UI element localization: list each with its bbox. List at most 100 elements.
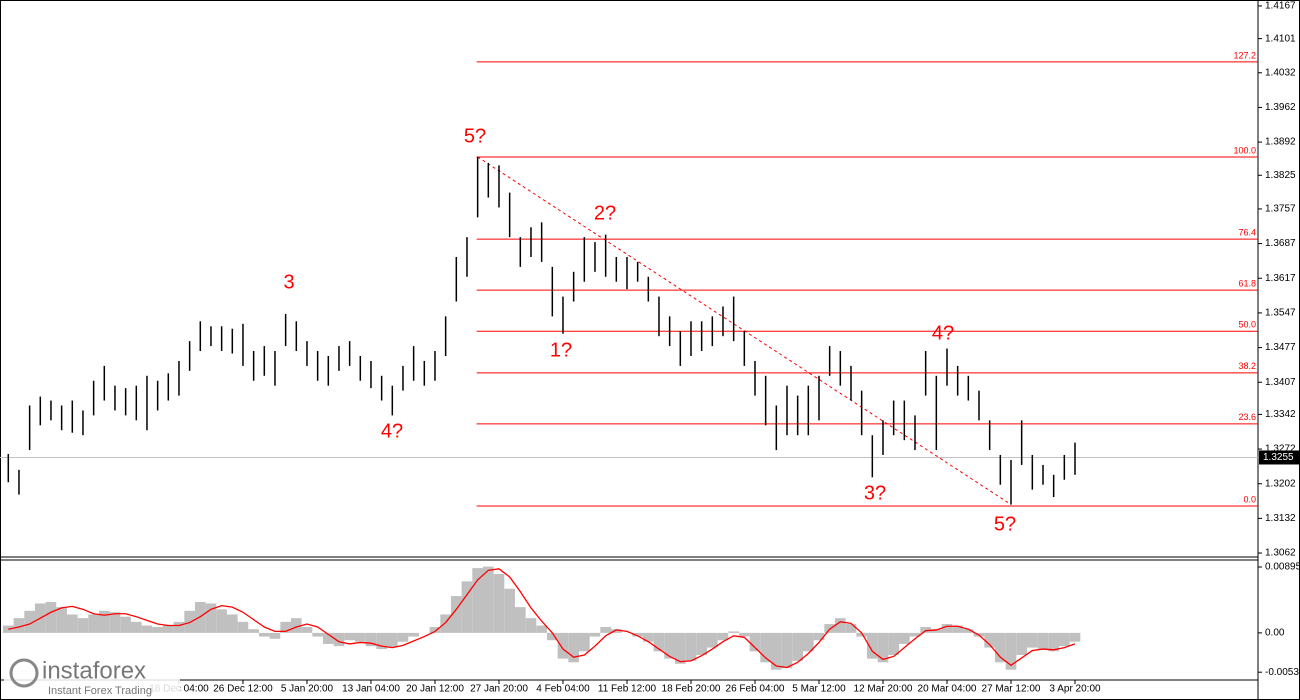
histogram-bar [994,632,1006,663]
histogram-bar [1058,632,1070,647]
y-tick-label: 1.3547 [1265,308,1296,319]
x-tick-label: 26 Feb 04:00 [726,684,785,695]
histogram-bar [504,588,515,633]
y-tick-label: 1.4032 [1265,67,1296,78]
histogram-bar [546,632,558,641]
histogram-bar [440,614,451,633]
histogram-bar [1037,632,1049,650]
histogram-bar [866,632,878,659]
x-tick-label: 27 Mar 12:00 [982,684,1041,695]
histogram-bar [77,618,89,633]
histogram-bar [280,621,291,633]
histogram-bar [728,631,739,633]
histogram-bar [674,632,686,664]
histogram-bar [952,625,963,633]
x-tick-label: 5 Jan 20:00 [281,684,334,695]
histogram-bar [344,632,355,641]
y-tick-label: 1.3825 [1265,170,1296,181]
histogram-bar [354,632,366,642]
histogram-bar [24,610,35,633]
y-tick-label: 1.3687 [1265,238,1296,249]
wave-label: 1? [550,339,572,361]
y-tick-label: 0.00895 [1265,562,1300,573]
histogram-bar [930,629,942,633]
histogram-bar [13,618,25,633]
histogram-bar [429,626,441,633]
wave-label: 3 [283,271,294,293]
histogram-bar [568,632,579,663]
histogram-bar [365,632,377,647]
wave-label: 2? [594,202,616,224]
histogram-bar [653,632,665,652]
x-tick-label: 27 Jan 20:00 [470,684,528,695]
histogram-bar [834,618,846,633]
y-tick-label: 1.3342 [1265,409,1296,420]
x-tick-label: 20 Mar 04:00 [918,684,977,695]
histogram-bar [706,632,718,648]
y-tick-label: 1.4167 [1265,1,1296,12]
histogram-bar [493,573,505,633]
y-tick-label: 1.3962 [1265,102,1296,113]
x-tick-label: 4 Feb 04:00 [536,684,590,695]
histogram-bar [333,632,345,647]
fib-label: 50.0 [1238,320,1256,330]
fib-label: 100.0 [1233,145,1256,155]
histogram-bar [216,609,227,633]
last-price-box [1259,450,1299,465]
histogram-bar [770,632,782,670]
histogram-bar [877,632,889,663]
wave-label: 5? [994,513,1016,535]
histogram-bar [632,632,643,637]
histogram-bar [88,614,99,633]
histogram-bar [205,603,217,633]
histogram-bar [642,632,654,642]
histogram-bar [248,629,259,633]
wave-label: 5? [464,125,486,147]
y-tick-label: 1.3892 [1265,137,1296,148]
y-tick-label: 1.3617 [1265,273,1296,284]
wave-label: 4? [932,322,954,344]
histogram-bar [312,632,323,637]
histogram-bar [1005,632,1017,670]
histogram-bar [909,632,921,637]
y-tick-label: 1.3477 [1265,342,1296,353]
x-tick-label: 18 Feb 20:00 [662,684,721,695]
histogram-bar [856,632,867,637]
y-tick-label: 0.00 [1265,628,1285,639]
fib-label: 76.4 [1238,228,1256,238]
y-tick-label: 1.3062 [1265,548,1296,559]
histogram-bar [792,632,803,661]
histogram-bar [482,566,494,633]
histogram-bar [685,632,697,661]
y-tick-label: -0.00534 [1265,667,1300,678]
trend-line [477,156,1012,505]
histogram-bar [226,614,238,633]
histogram-bar [962,629,974,633]
x-tick-label: 20 Jan 12:00 [406,684,464,695]
histogram-bar [920,626,931,633]
histogram-bar [749,632,761,652]
x-tick-label: 13 Jan 04:00 [342,684,400,695]
histogram-bar [760,632,771,663]
histogram-bar [738,632,750,637]
y-tick-label: 1.3132 [1265,513,1296,524]
logo-icon [9,658,39,688]
wave-label: 3? [864,482,886,504]
fib-label: 127.2 [1233,50,1256,60]
histogram-bar [1016,632,1027,655]
y-tick-label: 1.4101 [1265,33,1296,44]
brand-tagline: Instant Forex Trading [48,685,152,697]
histogram-bar [781,632,793,669]
histogram-bar [322,632,334,644]
y-tick-label: 1.3407 [1265,377,1296,388]
histogram-bar [1069,632,1081,642]
histogram-bar [258,632,270,637]
fib-label: 0.0 [1243,494,1256,504]
histogram-bar [109,612,121,633]
histogram-bar [696,632,707,655]
histogram-bar [152,626,163,633]
histogram-bar [664,632,675,659]
signal-line [8,568,1076,669]
